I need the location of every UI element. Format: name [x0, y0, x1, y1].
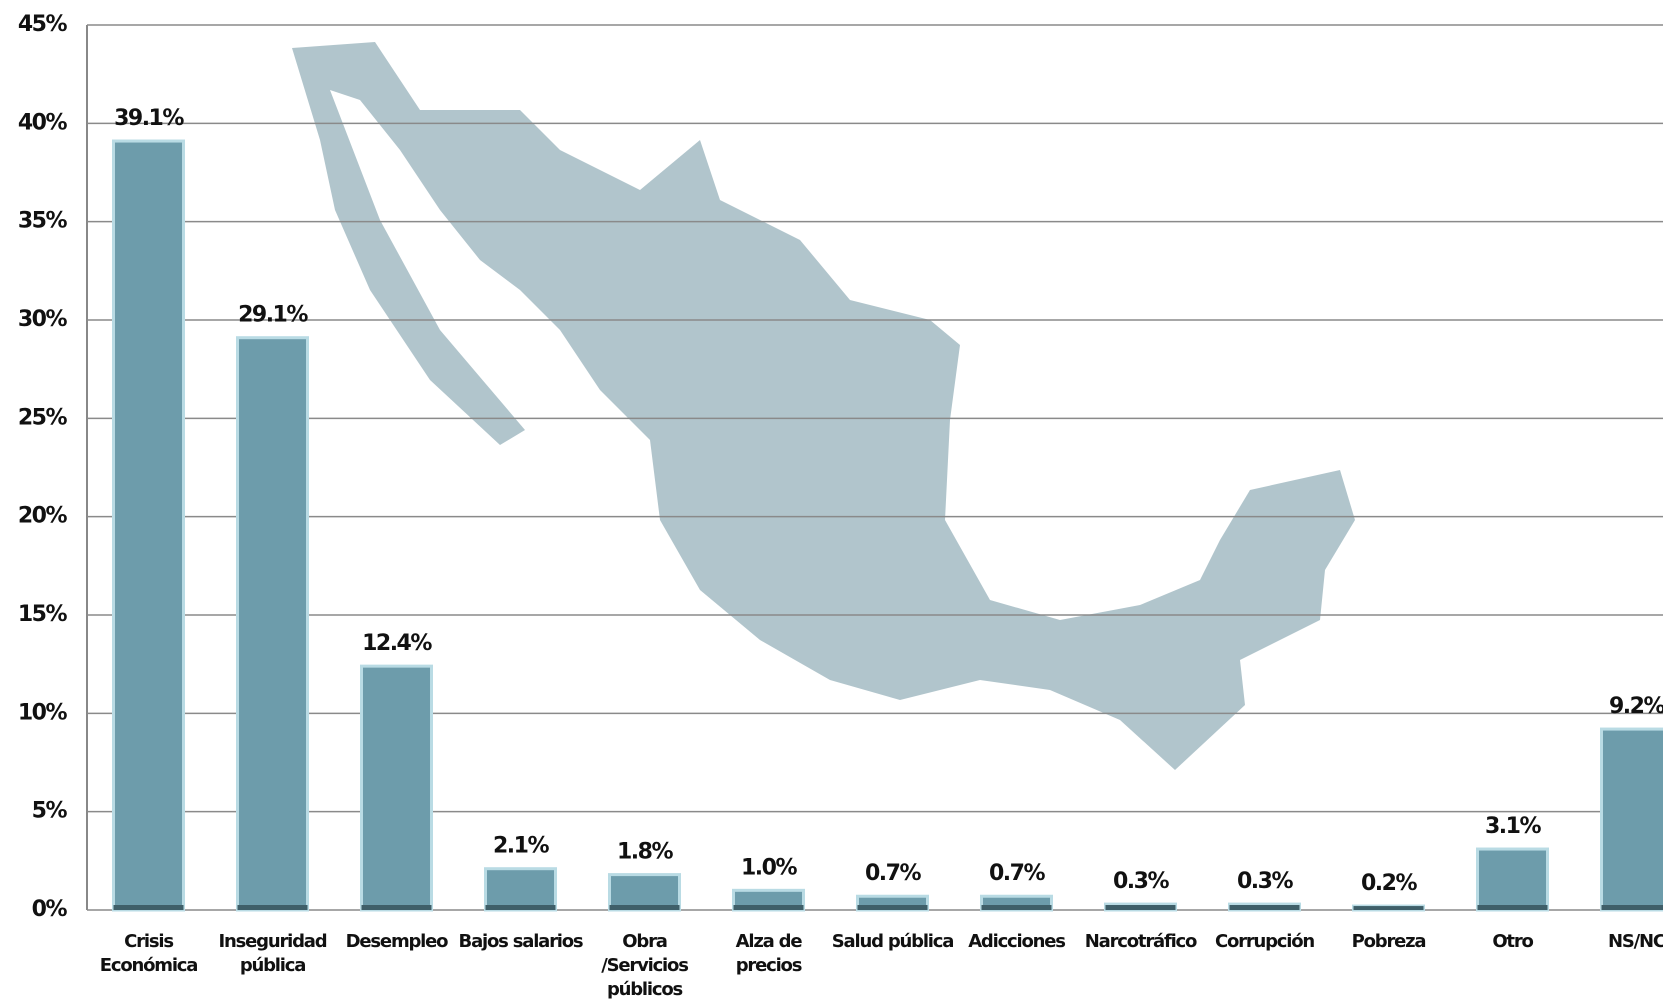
bar-shadow	[1229, 905, 1300, 910]
bar-shadow	[237, 905, 308, 910]
bar-shadow	[485, 905, 556, 910]
x-tick-label: Adicciones	[968, 931, 1066, 952]
value-label: 0.7%	[989, 861, 1045, 886]
value-label: 0.3%	[1237, 869, 1293, 894]
y-tick-label: 20%	[18, 504, 68, 529]
value-label: 2.1%	[493, 834, 549, 859]
map-decoration	[292, 42, 1355, 770]
value-label: 29.1%	[238, 303, 308, 328]
value-label: 0.3%	[1113, 869, 1169, 894]
value-label: 0.2%	[1361, 871, 1417, 896]
value-label: 1.8%	[617, 840, 673, 865]
y-tick-label: 45%	[18, 12, 68, 37]
value-label: 1.0%	[741, 855, 797, 880]
x-tick-label: Alza de precios	[735, 931, 803, 976]
x-tick-label: Pobreza	[1351, 931, 1427, 952]
bar	[236, 336, 309, 912]
bar	[1600, 727, 1663, 912]
bar	[1476, 847, 1549, 912]
bar	[360, 664, 433, 912]
value-label: 3.1%	[1485, 814, 1541, 839]
x-tick-label: Obra /Servicios públicos	[601, 931, 689, 1000]
bar	[484, 867, 557, 912]
y-tick-label: 10%	[18, 700, 68, 725]
x-tick-label: Desempleo	[345, 931, 449, 952]
y-tick-label: 40%	[18, 110, 68, 135]
x-tick-label: Bajos salarios	[458, 931, 584, 952]
bar-shadow	[113, 905, 184, 910]
bar-shadow	[733, 905, 804, 910]
value-label: 39.1%	[114, 106, 184, 131]
x-tick-label: Salud pública	[831, 931, 955, 952]
bar-shadow	[857, 905, 928, 910]
x-tick-label: Inseguridad pública	[218, 931, 328, 976]
value-label: 9.2%	[1609, 694, 1663, 719]
bar	[112, 139, 185, 912]
bar-shadow	[981, 905, 1052, 910]
bar-shadow	[1601, 905, 1663, 910]
y-tick-label: 30%	[18, 307, 68, 332]
y-tick-label: 15%	[18, 602, 68, 627]
value-label: 0.7%	[865, 861, 921, 886]
x-tick-label: Narcotráfico	[1084, 931, 1198, 952]
y-tick-label: 35%	[18, 209, 68, 234]
bar-shadow	[1353, 906, 1424, 910]
y-tick-label: 5%	[32, 799, 68, 824]
bar-shadow	[1105, 905, 1176, 910]
x-tick-label: Corrupción	[1214, 931, 1315, 952]
x-tick-label: Otro	[1492, 931, 1534, 952]
bar-shadow	[609, 905, 680, 910]
y-tick-label: 0%	[32, 897, 68, 922]
bar-shadow	[361, 905, 432, 910]
x-tick-label: Crisis Económica	[99, 931, 199, 976]
value-label: 12.4%	[362, 631, 432, 656]
x-tick-label: NS/NC	[1608, 931, 1663, 952]
y-tick-label: 25%	[18, 405, 68, 430]
bar-shadow	[1477, 905, 1548, 910]
bar	[608, 873, 681, 912]
